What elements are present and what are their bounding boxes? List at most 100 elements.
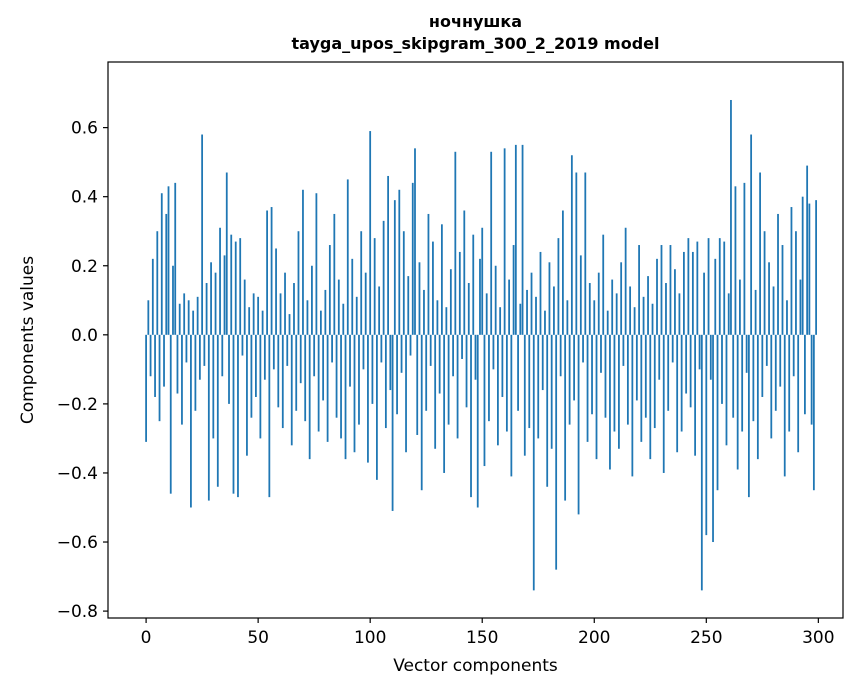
bar bbox=[328, 245, 331, 335]
bar bbox=[712, 334, 714, 543]
bar bbox=[709, 334, 712, 380]
bar bbox=[322, 334, 325, 401]
bar bbox=[248, 307, 251, 335]
bar bbox=[718, 238, 721, 335]
bar bbox=[501, 334, 504, 397]
bar bbox=[196, 296, 199, 335]
bar bbox=[613, 334, 616, 432]
bar bbox=[750, 134, 753, 335]
bar bbox=[205, 283, 208, 335]
bar bbox=[353, 334, 356, 453]
bar bbox=[349, 334, 351, 387]
bar bbox=[317, 334, 320, 432]
bar bbox=[272, 334, 275, 370]
bar bbox=[351, 258, 354, 335]
bar bbox=[575, 172, 578, 335]
bar bbox=[698, 334, 701, 370]
x-tick-label: 250 bbox=[690, 628, 722, 648]
bar bbox=[391, 334, 394, 511]
bar bbox=[454, 151, 457, 335]
bar bbox=[806, 165, 809, 335]
bar bbox=[781, 245, 784, 335]
bar bbox=[223, 255, 226, 335]
chart-title: ночнушка bbox=[428, 12, 523, 31]
bar bbox=[680, 334, 683, 432]
bar bbox=[440, 224, 443, 335]
bar bbox=[770, 334, 773, 439]
bar bbox=[396, 334, 398, 415]
bar bbox=[479, 258, 481, 335]
bar bbox=[714, 258, 717, 335]
bar bbox=[582, 334, 584, 363]
bar bbox=[510, 334, 513, 477]
bar bbox=[815, 200, 817, 335]
bar bbox=[669, 245, 672, 335]
bar bbox=[725, 334, 728, 446]
bar bbox=[797, 334, 800, 453]
bar bbox=[593, 300, 596, 335]
bar bbox=[252, 293, 255, 335]
bar bbox=[528, 334, 531, 429]
bar bbox=[801, 196, 804, 335]
bar bbox=[402, 231, 405, 335]
bar bbox=[214, 272, 217, 335]
bar bbox=[210, 262, 212, 335]
bar bbox=[691, 251, 694, 335]
bar bbox=[548, 262, 551, 335]
bar bbox=[198, 334, 201, 380]
bar bbox=[257, 296, 260, 335]
bar bbox=[553, 286, 555, 335]
bar bbox=[700, 334, 703, 591]
bar bbox=[530, 272, 533, 335]
bar bbox=[523, 334, 526, 456]
bar bbox=[190, 334, 192, 508]
bar bbox=[259, 334, 262, 439]
y-tick-label: −0.4 bbox=[57, 464, 98, 484]
bar bbox=[172, 265, 174, 335]
bar bbox=[228, 334, 230, 404]
bar bbox=[380, 334, 383, 363]
bar bbox=[275, 248, 277, 335]
bar bbox=[326, 334, 329, 442]
bar bbox=[591, 334, 593, 415]
bar bbox=[268, 334, 271, 498]
bar bbox=[707, 238, 710, 335]
bar bbox=[447, 334, 450, 425]
bar bbox=[358, 334, 360, 425]
bar bbox=[476, 334, 479, 508]
bar bbox=[344, 334, 347, 460]
x-tick-label: 50 bbox=[247, 628, 269, 648]
x-tick-label: 100 bbox=[354, 628, 386, 648]
bar bbox=[747, 334, 750, 498]
bar bbox=[160, 193, 163, 335]
bar bbox=[743, 182, 746, 335]
bar bbox=[176, 334, 179, 394]
bar bbox=[609, 334, 611, 470]
bar bbox=[671, 334, 674, 363]
axes-spines bbox=[107, 61, 844, 619]
bar bbox=[232, 334, 235, 494]
bar bbox=[566, 300, 569, 335]
bar bbox=[456, 334, 459, 439]
bar bbox=[490, 151, 493, 335]
bar bbox=[584, 172, 587, 335]
bar bbox=[355, 296, 358, 335]
bar bbox=[467, 283, 470, 335]
bar bbox=[730, 99, 732, 335]
bar bbox=[230, 234, 233, 335]
bar bbox=[178, 303, 181, 335]
bar bbox=[568, 334, 571, 425]
bar bbox=[425, 334, 428, 411]
bar bbox=[786, 300, 788, 335]
bar bbox=[765, 334, 768, 366]
bar bbox=[705, 334, 708, 536]
bar bbox=[243, 279, 246, 335]
bar bbox=[685, 334, 688, 394]
bar bbox=[626, 334, 629, 425]
bar bbox=[389, 334, 392, 391]
bar bbox=[443, 334, 446, 473]
bar bbox=[483, 334, 486, 467]
bar bbox=[505, 334, 508, 432]
bar bbox=[656, 258, 658, 335]
